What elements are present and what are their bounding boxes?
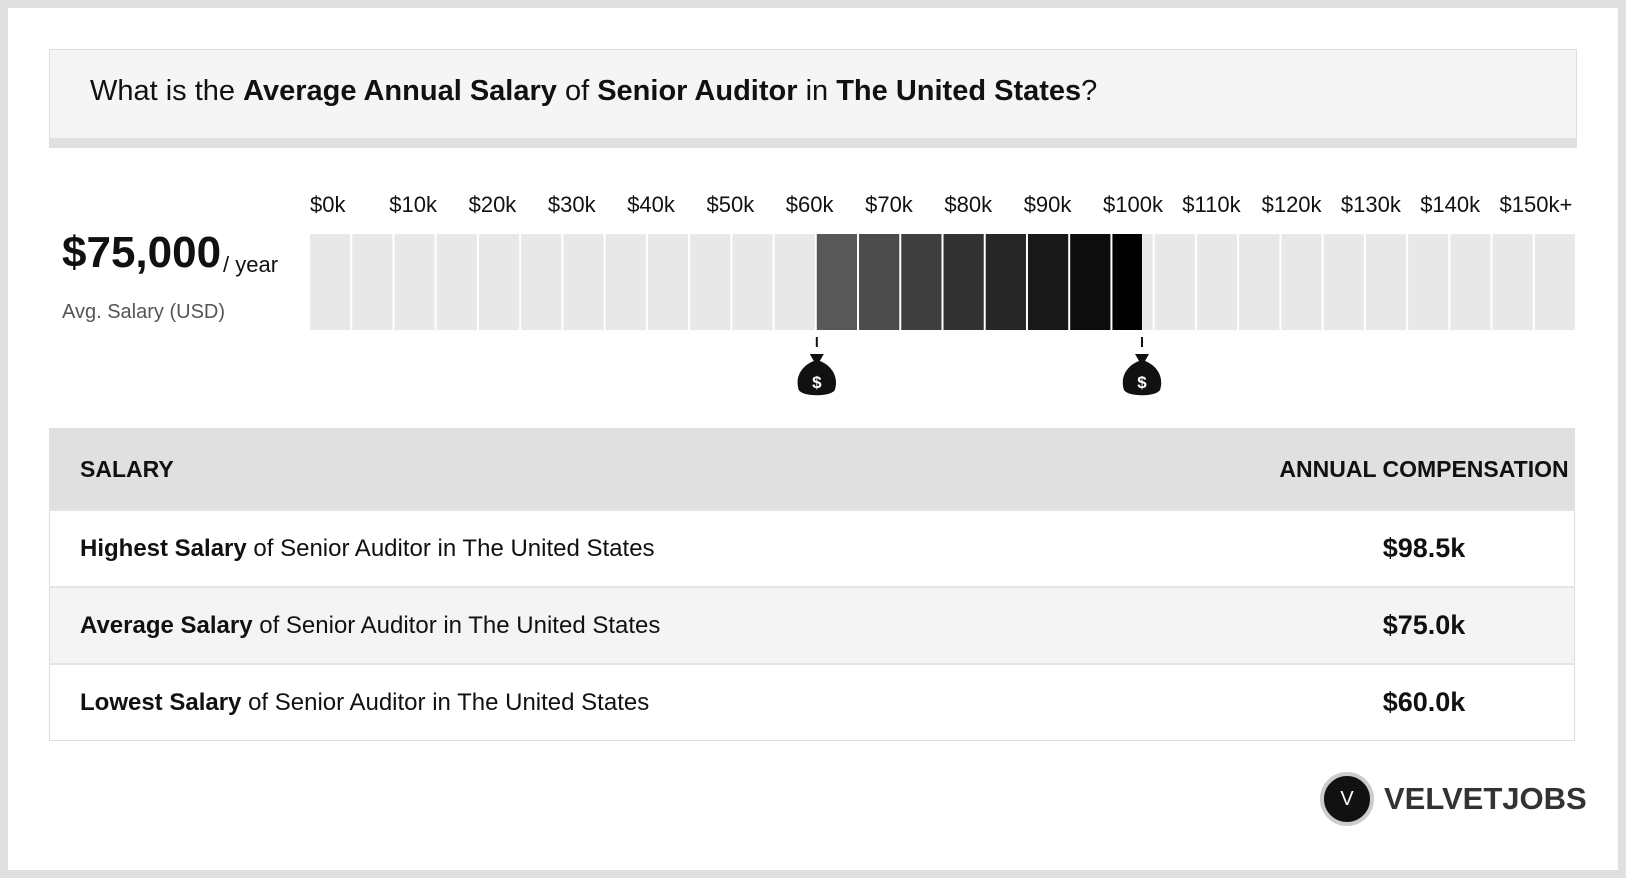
row-label-rest: of Senior Auditor in The United States [248, 688, 650, 716]
header: What is the Average Annual Salary of Sen… [49, 49, 1577, 148]
range-segment [943, 234, 984, 330]
title-part: ? [1081, 75, 1098, 107]
scale-label: $80k [944, 192, 993, 217]
avg-amount: $75,000 [62, 228, 222, 277]
scale-cell [521, 234, 562, 330]
scale-cell [690, 234, 731, 330]
scale-label: $30k [548, 192, 597, 217]
row-value: $98.5k [1274, 509, 1575, 587]
scale-label: $0k [310, 192, 346, 217]
scale-cell [1365, 234, 1407, 330]
table-row: Average Salary of Senior Auditor in The … [49, 586, 1575, 664]
title-part: of [564, 75, 590, 107]
row-label: Highest Salary of Senior Auditor in The … [49, 509, 1274, 587]
range-segment [1112, 234, 1142, 330]
scale-cell [605, 234, 646, 330]
table-header: SALARY ANNUAL COMPENSATION [49, 428, 1575, 510]
scale-cell [394, 234, 435, 330]
scale-cell [310, 234, 351, 330]
logo-name: VELVETJOBS [1384, 781, 1587, 816]
scale-label: $70k [865, 192, 914, 217]
money-symbol: $ [1137, 373, 1147, 392]
scale-cell [1492, 234, 1533, 330]
title-part: in [805, 75, 829, 107]
period: / year [223, 252, 279, 277]
row-label-rest: of Senior Auditor in The United States [259, 611, 661, 639]
scale-label: $120k [1262, 192, 1323, 217]
salary-marker: $ [797, 337, 837, 396]
scale-cell [647, 234, 689, 330]
header-cell: SALARY [49, 428, 1274, 510]
scale-cell [1534, 234, 1575, 330]
scale-label: $60k [786, 192, 835, 217]
scale-label: $100k [1103, 192, 1164, 217]
scale-cell [1196, 234, 1238, 330]
scale-cell [352, 234, 393, 330]
title-part: The United States [836, 75, 1082, 107]
row-label: Lowest Salary of Senior Auditor in The U… [49, 663, 1274, 741]
row-label-bold: Lowest Salary [80, 688, 242, 716]
title: What is the Average Annual Salary of Sen… [90, 75, 1097, 108]
money-bag [1122, 354, 1162, 396]
row-label-bold: Highest Salary [80, 534, 247, 562]
scale-cell [1408, 234, 1449, 330]
row-value: $75.0k [1274, 586, 1575, 664]
money-bag [797, 354, 837, 396]
salary-marker: $ [1122, 337, 1162, 396]
title-part: What is the [90, 75, 236, 107]
logo: V VELVETJOBS [1320, 772, 1587, 826]
range-segment [1070, 234, 1111, 330]
scale-label: $50k [707, 192, 756, 217]
range-segment [1027, 234, 1069, 330]
range-segment [901, 234, 942, 330]
header-cell: ANNUAL COMPENSATION [1274, 428, 1575, 510]
row-label: Average Salary of Senior Auditor in The … [49, 586, 1274, 664]
row-value: $60.0k [1274, 663, 1575, 741]
logo-icon: V [1320, 772, 1374, 826]
scale-cell [478, 234, 520, 330]
table-row: Highest Salary of Senior Auditor in The … [49, 509, 1575, 587]
scale-label: $90k [1024, 192, 1073, 217]
scale-cell [732, 234, 773, 330]
caption: Avg. Salary (USD) [62, 301, 226, 323]
range-segment [859, 234, 900, 330]
title-part: Average Annual Salary [243, 75, 557, 107]
row-label-rest: of Senior Auditor in The United States [253, 534, 655, 562]
row-label-bold: Average Salary [80, 611, 253, 639]
scale-cell [1281, 234, 1322, 330]
range-segment [816, 234, 858, 330]
range-segment [985, 234, 1026, 330]
scale-label: $140k [1420, 192, 1481, 217]
scale-label: $130k [1341, 192, 1402, 217]
scale-cell [1154, 234, 1195, 330]
scale-label: $110k [1182, 192, 1241, 217]
scale-cell [1323, 234, 1364, 330]
salary-scale: $0k $10k $20k $30k $40k $50k $60k $70k $80k $90k $… [310, 192, 1575, 396]
scale-cell [563, 234, 604, 330]
table-row: Lowest Salary of Senior Auditor in The U… [49, 663, 1575, 741]
scale-cell [774, 234, 815, 330]
title-part: Senior Auditor [597, 75, 798, 107]
scale-cell [1450, 234, 1491, 330]
scale-label: $20k [469, 192, 518, 217]
scale-label: $40k [627, 192, 676, 217]
scale-cell [436, 234, 477, 330]
scale-label: $150k+ [1500, 192, 1573, 217]
money-symbol: $ [812, 373, 822, 392]
scale-cell [1239, 234, 1280, 330]
salary-table: SALARY ANNUAL COMPENSATION Highest Salar… [49, 428, 1575, 741]
scale-label: $10k [389, 192, 438, 217]
